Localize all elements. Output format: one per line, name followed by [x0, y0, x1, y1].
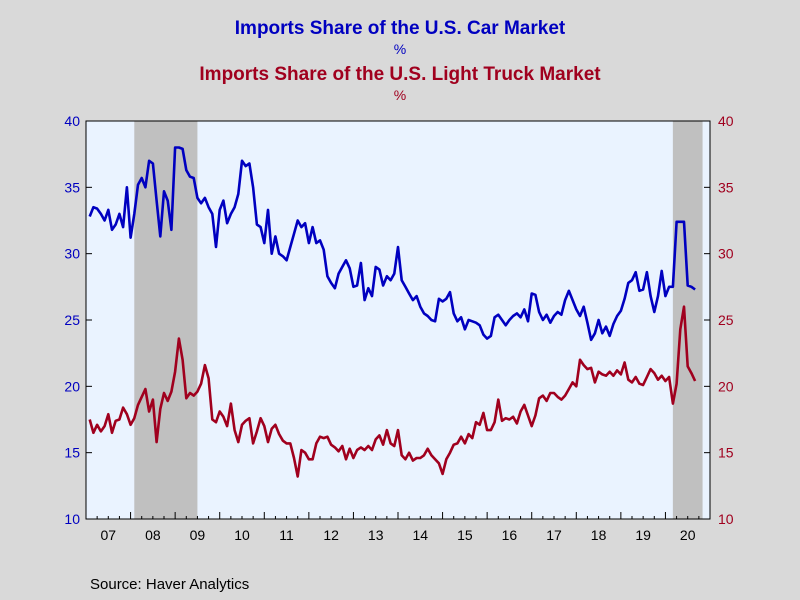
left-y-tick-label: 25 [64, 312, 80, 328]
x-tick-label: 11 [279, 527, 294, 543]
x-tick-label: 09 [190, 527, 206, 543]
left-y-tick-label: 30 [64, 246, 80, 262]
left-y-tick-label: 20 [64, 378, 80, 394]
x-tick-label: 18 [591, 527, 607, 543]
x-tick-label: 12 [323, 527, 339, 543]
right-y-tick-label: 30 [718, 246, 734, 262]
x-tick-label: 17 [546, 527, 562, 543]
left-y-tick-label: 10 [64, 511, 80, 527]
x-tick-label: 07 [100, 527, 116, 543]
x-tick-label: 08 [145, 527, 161, 543]
car-market-unit: % [393, 41, 407, 57]
source-note: Source: Haver Analytics [90, 576, 250, 593]
truck-market-unit: % [393, 87, 407, 103]
x-tick-label: 14 [412, 527, 428, 543]
right-y-tick-label: 35 [718, 179, 734, 195]
truck-market-title: Imports Share of the U.S. Light Truck Ma… [199, 64, 601, 85]
car-share-line [88, 146, 696, 342]
right-y-tick-label: 10 [718, 511, 734, 527]
truck-share-line [88, 305, 697, 478]
right-y-tick-label: 25 [718, 312, 734, 328]
right-y-tick-label: 15 [718, 445, 734, 461]
right-y-tick-label: 40 [718, 113, 734, 129]
left-y-tick-label: 35 [64, 179, 80, 195]
axes: 10 15 20 25 30 35 40 10 15 20 25 30 35 40 07 08 09 10 11 12… [64, 113, 733, 543]
series-lines [88, 146, 697, 478]
left-y-tick-label: 40 [64, 113, 80, 129]
car-market-title: Imports Share of the U.S. Car Market [234, 18, 566, 39]
x-tick-label: 13 [368, 527, 384, 543]
recession-band-2 [672, 121, 703, 519]
right-y-tick-label: 20 [718, 378, 734, 394]
x-tick-label: 15 [457, 527, 473, 543]
left-y-tick-label: 15 [64, 445, 80, 461]
x-tick-label: 20 [680, 527, 696, 543]
x-tick-label: 16 [502, 527, 518, 543]
x-tick-label: 19 [635, 527, 651, 543]
x-tick-label: 10 [234, 527, 250, 543]
